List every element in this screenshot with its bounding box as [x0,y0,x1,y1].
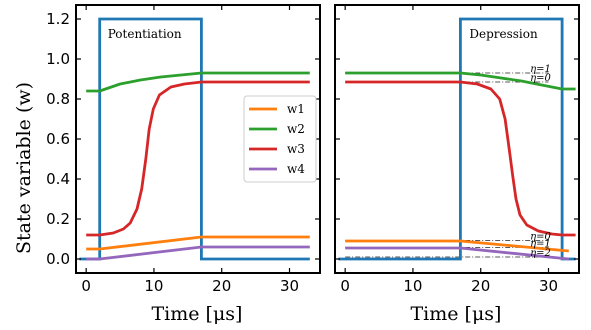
reference-line-label: η=2 [530,248,551,259]
x-tick-label: 20 [212,277,231,295]
y-tick-label: 0.4 [46,170,70,188]
x-tick-label: 30 [539,277,558,295]
reference-line-label: η=0 [530,231,551,242]
legend: w1 w2 w3 w4 [243,95,317,183]
series-line-w3 [86,80,310,237]
reference-line-label: η=1 [530,238,551,249]
series-line-w2 [86,71,310,93]
x-axis-label-left: Time [μs] [152,303,243,325]
reference-line-label: η=0 [530,73,551,84]
x-tick-label: 10 [403,277,422,295]
legend-label-w2: w2 [287,122,305,136]
series-line-w4 [86,245,310,261]
y-tick-label: 1.0 [46,50,70,68]
legend-label-w3: w3 [287,142,305,156]
pulse-line [338,17,576,261]
x-tick-label: 0 [81,277,91,295]
y-tick-label: 0.2 [46,210,70,228]
legend-label-w4: w4 [287,162,305,176]
series-line-w1 [86,235,310,251]
series-line-w4 [345,246,569,261]
pulse-annotation: Potentiation [108,27,182,41]
y-tick-label: 0.6 [46,130,70,148]
series-line-w3 [345,80,576,237]
y-tick-label: 0.8 [46,90,70,108]
reference-line-label: η=1 [530,64,551,75]
legend-label-w1: w1 [287,102,305,116]
y-tick-label: 1.2 [46,10,70,28]
x-tick-label: 20 [471,277,490,295]
x-tick-label: 0 [340,277,350,295]
legend-box [243,95,317,183]
x-tick-label: 30 [280,277,299,295]
x-axis-label-right: Time [μs] [411,303,502,325]
pulse-annotation: Depression [469,27,538,41]
y-axis-label: State variable (w) [13,82,35,254]
x-tick-label: 10 [144,277,163,295]
series-line-w2 [345,71,576,91]
left-panel-potentiation: 0 10 20 30 0.0 0.2 0.4 0.6 0.8 1.0 1.2 Potentiation… [46,4,321,295]
plot-area [79,17,310,261]
y-tick-label: 0.0 [46,250,70,268]
series-line-w1 [345,239,569,253]
plot-area [338,17,576,261]
